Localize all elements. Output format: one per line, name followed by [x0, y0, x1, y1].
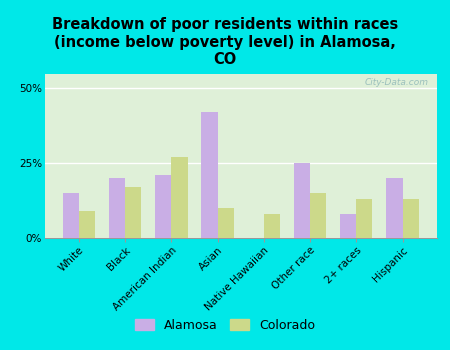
- Bar: [387, 178, 403, 238]
- Bar: [171, 157, 188, 238]
- Bar: [155, 175, 171, 238]
- Bar: [340, 214, 356, 238]
- Legend: Alamosa, Colorado: Alamosa, Colorado: [130, 314, 320, 337]
- Text: City-Data.com: City-Data.com: [364, 78, 429, 88]
- Bar: [202, 112, 218, 238]
- Bar: [310, 193, 326, 238]
- Bar: [356, 199, 373, 238]
- Bar: [125, 187, 141, 238]
- Bar: [294, 163, 310, 238]
- Bar: [109, 178, 125, 238]
- Bar: [218, 208, 234, 238]
- Bar: [264, 214, 280, 238]
- Bar: [63, 193, 79, 238]
- Text: Breakdown of poor residents within races
(income below poverty level) in Alamosa: Breakdown of poor residents within races…: [52, 18, 398, 67]
- Bar: [403, 199, 418, 238]
- Bar: [79, 211, 95, 238]
